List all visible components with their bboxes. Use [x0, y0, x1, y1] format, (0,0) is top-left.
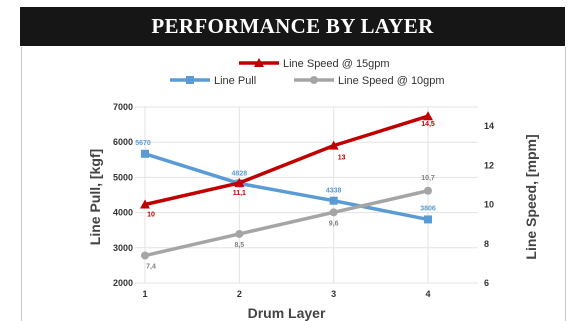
series-layer: [140, 111, 433, 260]
data-label: 3806: [420, 205, 436, 212]
data-point-triangle: [140, 199, 150, 209]
legend-label: Line Speed @ 15gpm: [283, 58, 390, 70]
x-axis-title: Drum Layer: [248, 305, 326, 321]
y-right-tick-label: 8: [484, 239, 489, 249]
plot-area-border: [21, 47, 566, 321]
x-tick-label: 4: [425, 289, 430, 299]
y-right-tick-label: 10: [484, 200, 494, 210]
data-point-triangle: [423, 111, 433, 121]
data-labels: 5670 4828 4338 3806 7,4 8,5 9,6 10,7 10 11,1 13 14,…: [135, 121, 436, 270]
legend: Line Speed @ 15gpm Line Pull Line Speed @ …: [170, 58, 445, 87]
y-axis-left-title: Line Pull, [kgf]: [87, 149, 103, 245]
y-right-tick-label: 14: [484, 121, 494, 131]
data-point-square: [424, 215, 432, 224]
data-label: 7,4: [146, 264, 156, 271]
y-axis-right-title: Line Speed, [mpm]: [523, 134, 539, 259]
y-left-tick-label: 3000: [113, 243, 133, 253]
data-point-triangle: [328, 140, 339, 150]
legend-label: Line Speed @ 10gpm: [338, 75, 445, 87]
data-point-circle: [141, 251, 149, 260]
data-point-circle: [235, 229, 244, 238]
data-label: 9,6: [329, 220, 339, 227]
data-label: 4828: [232, 170, 248, 177]
y-right-tick-label: 12: [484, 160, 494, 170]
y-right-tick-label: 6: [484, 278, 489, 288]
legend-label: Line Pull: [214, 75, 256, 87]
series-line: [144, 189, 429, 258]
legend-marker-circle: [310, 76, 318, 84]
data-label: 4338: [326, 188, 342, 195]
data-label: 10: [147, 212, 155, 219]
series-line: [144, 152, 429, 222]
data-label: 8,5: [234, 242, 244, 249]
legend-marker-triangle: [254, 58, 264, 67]
chart-title: PERFORMANCE BY LAYER: [20, 7, 565, 46]
y-left-tick-label: 6000: [113, 137, 133, 147]
series-line: [144, 114, 429, 207]
data-label: 11,1: [233, 190, 246, 197]
data-point-circle: [424, 186, 432, 195]
data-point-square: [141, 149, 149, 158]
data-label: 13: [338, 155, 346, 162]
y-left-tick-label: 5000: [113, 172, 133, 182]
data-label: 5670: [135, 140, 151, 147]
data-point-square: [329, 196, 338, 205]
y-left-tick-label: 4000: [113, 208, 133, 218]
x-tick-label: 1: [142, 289, 147, 299]
y-left-tick-label: 7000: [113, 102, 133, 112]
x-tick-label: 2: [237, 289, 242, 299]
legend-marker-square: [186, 76, 194, 84]
data-point-triangle: [234, 177, 245, 187]
data-label: 10,7: [421, 175, 435, 182]
x-tick-label: 3: [331, 289, 336, 299]
data-point-circle: [329, 208, 338, 217]
y-left-tick-label: 2000: [113, 278, 133, 288]
data-label: 14,5: [421, 121, 435, 128]
